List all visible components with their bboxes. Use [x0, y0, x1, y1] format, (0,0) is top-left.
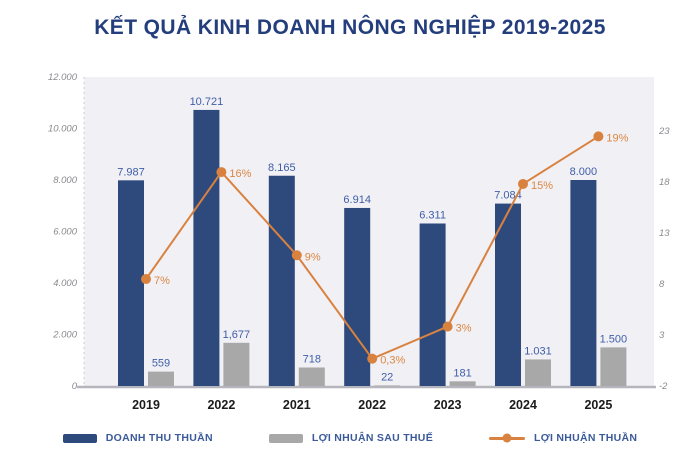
revenue-swatch-icon	[62, 433, 97, 443]
profit-bar	[148, 371, 174, 386]
page-title: KẾT QUẢ KINH DOANH NÔNG NGHIỆP 2019-2025	[94, 16, 606, 39]
year-label: 2022	[207, 398, 235, 412]
year-label: 2024	[509, 398, 537, 412]
legend-item-revenue: DOANH THU THUẦN	[62, 432, 213, 444]
revenue-bar	[268, 175, 295, 386]
net-margin-point	[593, 131, 604, 142]
legend-item-margin: LỢI NHUẬN THUẦN	[489, 432, 637, 444]
year-label: 2021	[283, 398, 311, 412]
profit-bar-label: 22	[381, 371, 393, 383]
left-axis-tick: 2.000	[52, 330, 77, 341]
net-margin-point-label: 9%	[305, 251, 321, 263]
legend-label-profit: LỢI NHUẬN SAU THUẾ	[311, 432, 433, 444]
net-margin-point-label: 19%	[606, 132, 628, 144]
revenue-bar-label: 10.721	[190, 96, 224, 108]
right-axis-tick: 23	[658, 126, 670, 137]
year-label: 2022	[358, 398, 386, 412]
profit-bar	[525, 359, 551, 386]
revenue-bar	[570, 180, 597, 386]
profit-bar	[374, 385, 401, 386]
net-margin-point	[216, 167, 227, 178]
left-axis-tick: 6.000	[53, 227, 77, 238]
year-label: 2023	[434, 398, 462, 412]
profit-swatch-icon	[268, 433, 303, 443]
revenue-bar-label: 6.914	[343, 194, 371, 206]
net-margin-point	[291, 250, 302, 261]
profit-bar	[223, 342, 250, 386]
revenue-bar-label: 7.987	[117, 166, 145, 178]
revenue-bar-label: 6.311	[419, 209, 446, 221]
left-axis-tick: 8.000	[53, 175, 77, 186]
revenue-bar	[344, 207, 371, 386]
legend-label-margin: LỢI NHUẬN THUẦN	[534, 432, 638, 444]
revenue-bar-label: 8.165	[268, 162, 296, 174]
profit-bar-label: 559	[152, 358, 170, 370]
revenue-bar	[419, 223, 446, 386]
left-axis-tick: 12.000	[48, 72, 78, 83]
revenue-bar-label: 8.000	[570, 166, 598, 178]
net-margin-point	[141, 274, 151, 285]
left-axis-tick: 10.000	[48, 124, 78, 135]
revenue-bar	[118, 180, 144, 386]
net-margin-point-label: 16%	[229, 168, 251, 180]
profit-bar-label: 718	[303, 354, 321, 366]
profit-bar	[600, 347, 627, 386]
right-axis-tick: 8	[659, 279, 665, 290]
net-margin-point-label: 7%	[154, 275, 170, 287]
profit-bar	[449, 381, 476, 386]
profit-bar-label: 1.500	[600, 333, 628, 345]
legend-label-revenue: DOANH THU THUẦN	[105, 432, 213, 444]
net-margin-point	[518, 178, 528, 189]
left-axis-tick: 0	[72, 381, 78, 392]
net-margin-point-label: 15%	[531, 180, 553, 192]
revenue-bar	[495, 203, 521, 386]
margin-line-swatch-icon	[489, 433, 525, 443]
revenue-bar	[193, 109, 220, 386]
profit-bar-label: 1.031	[524, 345, 552, 357]
chart-legend: DOANH THU THUẦN LỢI NHUẬN SAU THUẾ LỢI N…	[0, 432, 700, 444]
net-margin-point-label: 0,3%	[380, 355, 405, 367]
profit-bar-label: 181	[453, 367, 471, 379]
right-axis-tick: 13	[659, 228, 670, 239]
year-label: 2019	[132, 398, 160, 412]
left-axis-tick: 4.000	[53, 278, 77, 289]
profit-bar-label: 1,677	[223, 329, 251, 341]
year-label: 2025	[584, 398, 612, 412]
right-axis-tick: 3	[659, 330, 665, 341]
net-margin-point	[367, 353, 378, 364]
right-axis-tick: 18	[659, 177, 670, 188]
legend-item-profit: LỢI NHUẬN SAU THUẾ	[268, 432, 433, 444]
right-axis-tick: -2	[659, 381, 668, 392]
profit-bar	[298, 367, 325, 386]
net-margin-point	[442, 321, 453, 332]
net-margin-point-label: 3%	[456, 323, 472, 335]
